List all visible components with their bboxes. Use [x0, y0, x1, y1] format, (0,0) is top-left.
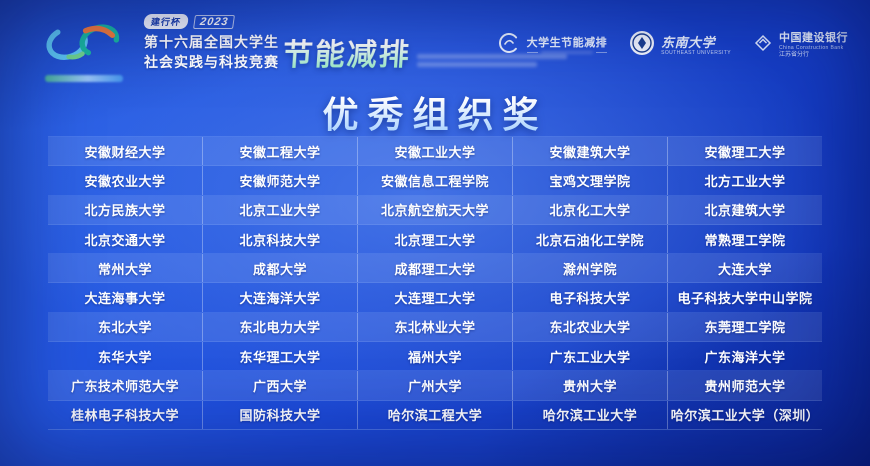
table-cell: 滁州学院: [512, 254, 667, 283]
table-cell: 东北林业大学: [357, 312, 512, 342]
table-row: 安徽农业大学 安徽师范大学 安徽信息工程学院 宝鸡文理学院 北方工业大学: [48, 166, 822, 196]
swirl-ring-icon: [497, 31, 521, 60]
table-cell: 北方民族大学: [84, 203, 166, 219]
table-row: 北方民族大学 北京工业大学 北京航空航天大学 北京化工大学 北京建筑大学: [48, 195, 822, 225]
table-cell: 安徽农业大学: [84, 173, 166, 189]
event-english-caption: [417, 54, 567, 67]
sponsor-branch: 江苏省分行: [779, 52, 810, 58]
sponsor-competition: 大学生节能减排: [497, 31, 608, 60]
table-cell: 东北大学: [97, 320, 152, 336]
table-row: 安徽财经大学 安徽工程大学 安徽工业大学 安徽建筑大学 安徽理工大学: [48, 137, 822, 167]
event-logo: [38, 14, 130, 82]
table-cell: 安徽工业大学: [357, 137, 512, 166]
table-cell: 哈尔滨工业大学（深圳）: [667, 400, 822, 429]
table-cell: 大连大学: [667, 254, 822, 283]
cup-badge: 建行杯: [142, 14, 190, 29]
table-cell: 贵州大学: [512, 371, 667, 400]
sponsor-university: 东南大学 SOUTHEAST UNIVERSITY: [629, 30, 731, 61]
table-cell: 安徽理工大学: [667, 137, 822, 166]
table-cell: 广东工业大学: [512, 342, 667, 371]
table-cell: 安徽信息工程学院: [357, 166, 512, 195]
sponsor-logos: 大学生节能减排 东南大学 SOUTHEAST UNIVERSITY: [497, 30, 848, 61]
table-row: 广东技术师范大学 广西大学 广州大学 贵州大学 贵州师范大学: [48, 371, 822, 401]
table-cell: 北京交通大学: [84, 232, 166, 248]
table-row: 东北大学 东北电力大学 东北林业大学 东北农业大学 东莞理工学院: [48, 312, 822, 343]
table-cell: 哈尔滨工程大学: [357, 400, 512, 429]
event-title-line2: 社会实践与科技竞赛: [144, 54, 279, 71]
logo-caption-bar: [45, 75, 123, 82]
table-cell: 大连理工大学: [357, 283, 512, 312]
table-cell: 安徽工程大学: [202, 137, 357, 166]
table-cell: 北京航空航天大学: [357, 195, 512, 224]
year-badge: 2023: [193, 14, 236, 29]
table-cell: 北京建筑大学: [667, 195, 822, 224]
table-cell: 广东技术师范大学: [70, 379, 179, 395]
table-cell: 宝鸡文理学院: [512, 166, 667, 195]
table-cell: 北京科技大学: [202, 224, 357, 254]
table-cell: 大连海事大学: [84, 291, 166, 307]
table-cell: 东华大学: [97, 349, 152, 365]
table-row: 北京交通大学 北京科技大学 北京理工大学 北京石油化工学院 常熟理工学院: [48, 224, 822, 255]
table-cell: 广州大学: [357, 371, 512, 400]
table-cell: 北京工业大学: [202, 195, 357, 224]
event-title-highlight: 节能减排: [281, 30, 412, 74]
sponsor-subtitle: China Construction Bank: [779, 45, 844, 51]
sponsor-name: 中国建设银行: [779, 31, 848, 44]
sponsor-subtitle: SOUTHEAST UNIVERSITY: [661, 50, 731, 57]
award-table: 安徽财经大学 安徽工程大学 安徽工业大学 安徽建筑大学 安徽理工大学安徽农业大学 安徽师范…: [48, 136, 822, 430]
table-cell: 贵州师范大学: [667, 371, 822, 400]
table-row: 常州大学 成都大学 成都理工大学 滁州学院 大连大学: [48, 254, 822, 284]
table-cell: 常州大学: [97, 261, 152, 277]
table-cell: 广西大学: [202, 371, 357, 400]
table-cell: 电子科技大学中山学院: [667, 283, 822, 312]
table-cell: 电子科技大学: [512, 283, 667, 312]
table-cell: 东北电力大学: [202, 312, 357, 342]
table-cell: 北京化工大学: [512, 195, 667, 224]
table-cell: 哈尔滨工业大学: [512, 400, 667, 429]
table-cell: 成都理工大学: [357, 254, 512, 283]
sponsor-caption-line: [526, 50, 608, 54]
infinity-logo-icon: [38, 20, 130, 71]
table-cell: 桂林电子科技大学: [70, 408, 179, 424]
table-row: 东华大学 东华理工大学 福州大学 广东工业大学 广东海洋大学: [48, 342, 822, 372]
bank-logo-icon: [753, 33, 773, 58]
table-cell: 成都大学: [202, 254, 357, 283]
table-cell: 常熟理工学院: [667, 224, 822, 254]
table-cell: 安徽建筑大学: [512, 137, 667, 166]
event-title-line1: 第十六届全国大学生: [144, 34, 279, 50]
table-cell: 大连海洋大学: [202, 283, 357, 312]
table-cell: 东北农业大学: [512, 312, 667, 342]
table-row: 桂林电子科技大学 国防科技大学 哈尔滨工程大学 哈尔滨工业大学 哈尔滨工业大学（深圳）: [48, 400, 822, 429]
table-cell: 北京理工大学: [357, 224, 512, 254]
table-cell: 广东海洋大学: [667, 342, 822, 371]
sponsor-name: 东南大学: [661, 34, 716, 50]
table-cell: 安徽师范大学: [202, 166, 357, 195]
table-cell: 北京石油化工学院: [512, 224, 667, 254]
sponsor-name: 大学生节能减排: [526, 37, 608, 50]
table-cell: 福州大学: [357, 342, 512, 371]
table-row: 大连海事大学 大连海洋大学 大连理工大学 电子科技大学 电子科技大学中山学院: [48, 283, 822, 313]
university-seal-icon: [629, 30, 655, 61]
table-cell: 东莞理工学院: [667, 312, 822, 342]
table-cell: 国防科技大学: [202, 400, 357, 429]
table-cell: 安徽财经大学: [84, 144, 166, 160]
event-branding: 建行杯 2023 第十六届全国大学生 社会实践与科技竞赛 节能减排: [38, 14, 567, 82]
table-cell: 东华理工大学: [202, 342, 357, 371]
page-title: 优秀组织奖: [0, 86, 870, 138]
sponsor-bank: 中国建设银行 China Construction Bank 江苏省分行: [753, 32, 848, 59]
table-cell: 北方工业大学: [667, 166, 822, 195]
